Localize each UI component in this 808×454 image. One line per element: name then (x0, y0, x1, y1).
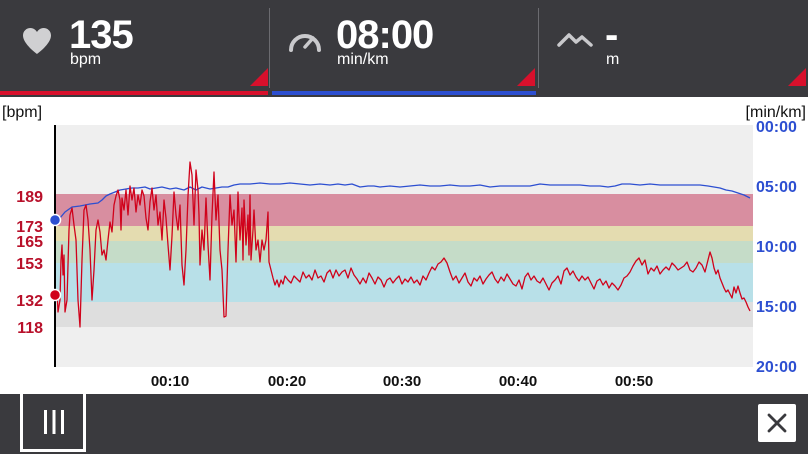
pace-tick-5: 05:00 (756, 179, 797, 196)
close-icon (767, 413, 787, 433)
zone-gray-band (55, 302, 753, 327)
heart-rate-series-line (54, 161, 751, 328)
chart-area: 189 173 165 153 132 118 00:00 05:00 10:0… (0, 97, 808, 394)
hr-tick-165: 165 (16, 234, 43, 251)
time-tick-30: 00:30 (383, 373, 421, 390)
left-axis-label: [bpm] (2, 104, 42, 121)
elevation-unit: m (606, 51, 620, 68)
elevation-value: - (605, 13, 618, 57)
hr-pace-chart: 189 173 165 153 132 118 00:00 05:00 10:0… (2, 104, 806, 390)
hr-tick-189: 189 (16, 189, 43, 206)
pace-tick-20: 20:00 (756, 359, 797, 376)
corner-indicator (250, 68, 268, 86)
heart-rate-unit: bpm (70, 51, 102, 68)
heart-icon (23, 28, 51, 54)
pace-series-line (54, 182, 751, 226)
menu-bars-icon (44, 410, 64, 434)
pace-tick-0: 00:00 (756, 119, 797, 136)
menu-button[interactable] (20, 394, 86, 452)
corner-indicator (788, 68, 806, 86)
close-button[interactable] (758, 404, 796, 442)
hr-tick-132: 132 (16, 293, 43, 310)
time-tick-10: 00:10 (151, 373, 189, 390)
heart-rate-value: 135 (69, 13, 134, 57)
header-divider (538, 8, 539, 88)
pace-value: 08:00 (336, 13, 434, 57)
zone-yellow-band (55, 226, 753, 241)
metrics-header: 135 bpm 08:00 min/km - m (0, 0, 808, 97)
time-tick-50: 00:50 (615, 373, 653, 390)
pace-current-marker (48, 213, 62, 227)
corner-indicator (517, 68, 535, 86)
zone-blue-band (55, 263, 753, 302)
time-tick-40: 00:40 (499, 373, 537, 390)
mountain-icon (557, 33, 593, 47)
header-divider (269, 8, 270, 88)
pace-tick-15: 15:00 (756, 299, 797, 316)
hr-tick-118: 118 (17, 320, 43, 337)
hr-tick-173: 173 (16, 219, 43, 236)
heart-rate-current-marker (48, 288, 62, 302)
zone-red-band (55, 194, 753, 226)
time-tick-20: 00:20 (268, 373, 306, 390)
pace-unit: min/km (337, 51, 389, 68)
pace-underline (272, 91, 536, 95)
pace-panel[interactable]: 08:00 min/km (270, 0, 538, 97)
pace-tick-10: 10:00 (756, 239, 797, 256)
elevation-panel[interactable]: - m (539, 0, 808, 97)
bottom-toolbar (0, 394, 808, 454)
heart-rate-panel[interactable]: 135 bpm (0, 0, 270, 97)
right-axis-label: [min/km] (746, 104, 806, 121)
speedometer-icon (289, 34, 321, 52)
hr-tick-153: 153 (16, 256, 43, 273)
heart-rate-underline (0, 91, 268, 95)
zone-green-band (55, 241, 753, 263)
